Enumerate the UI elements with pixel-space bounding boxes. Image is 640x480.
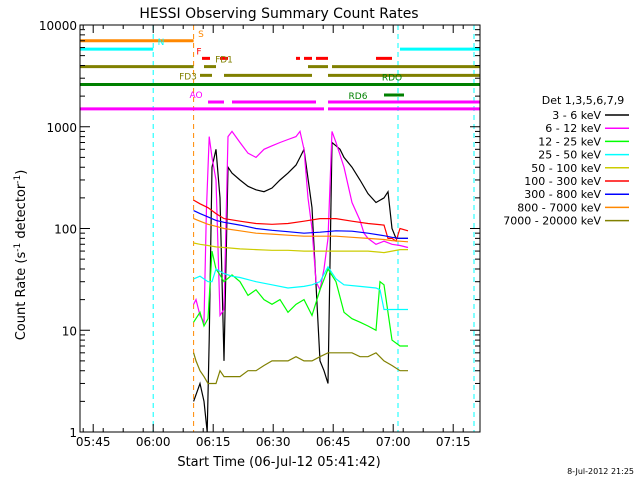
generation-timestamp: 8-Jul-2012 21:25 xyxy=(567,467,634,476)
series-line-5 xyxy=(193,242,408,254)
x-tick-label: 06:15 xyxy=(196,435,231,449)
legend-entry-label: 100 - 300 keV xyxy=(524,175,601,188)
flag-label: F xyxy=(196,47,201,57)
series-line-4 xyxy=(193,265,408,311)
y-tick-label: 1000 xyxy=(46,121,77,135)
x-tick-label: 07:15 xyxy=(436,435,471,449)
flag-label: FD1 xyxy=(215,56,233,66)
legend-entry-label: 7000 - 20000 keV xyxy=(503,215,601,228)
flag-label: S xyxy=(198,30,204,40)
legend-entry-label: 300 - 800 keV xyxy=(524,188,601,201)
chart-title: HESSI Observing Summary Count Rates xyxy=(139,6,418,22)
legend-entry-label: 3 - 6 keV xyxy=(552,109,601,122)
flag-label: AO xyxy=(189,91,202,101)
y-tick-label: 100 xyxy=(54,223,77,237)
y-tick-label: 10 xyxy=(62,324,77,338)
legend-entry-label: 6 - 12 keV xyxy=(545,122,601,135)
flag-label: RD6 xyxy=(349,92,368,102)
legend-entry-label: 12 - 25 keV xyxy=(538,135,601,148)
x-tick-label: 05:45 xyxy=(76,435,111,449)
x-tick-label: 06:00 xyxy=(136,435,171,449)
series-line-6 xyxy=(193,199,409,243)
flag-label: FD3 xyxy=(179,72,197,82)
series-line-8 xyxy=(193,218,409,243)
svg-text:Count Rate (s-1 detector-1): Count Rate (s-1 detector-1) xyxy=(13,170,29,341)
legend-title: Det 1,3,5,6,7,9 xyxy=(542,94,625,107)
flag-label: RDO xyxy=(382,74,402,84)
series-line-7 xyxy=(193,210,408,239)
series-line-1 xyxy=(193,141,408,433)
legend-entry-label: 25 - 50 keV xyxy=(538,149,601,162)
series-line-9 xyxy=(193,352,408,385)
legend-entry-label: 50 - 100 keV xyxy=(531,162,601,175)
y-tick-label: 1 xyxy=(69,426,77,440)
series-line-2 xyxy=(193,130,409,325)
x-axis-label: Start Time (06-Jul-12 05:41:42) xyxy=(177,455,380,470)
plot-frame xyxy=(79,24,481,433)
y-tick-label: 10000 xyxy=(39,19,77,33)
flag-label: N xyxy=(158,38,165,48)
x-tick-label: 06:30 xyxy=(256,435,291,449)
legend-entry-label: 800 - 7000 keV xyxy=(517,201,601,214)
x-tick-label: 07:00 xyxy=(376,435,411,449)
y-axis-label: Count Rate (s-1 detector-1) xyxy=(13,170,29,341)
x-tick-label: 06:45 xyxy=(316,435,351,449)
